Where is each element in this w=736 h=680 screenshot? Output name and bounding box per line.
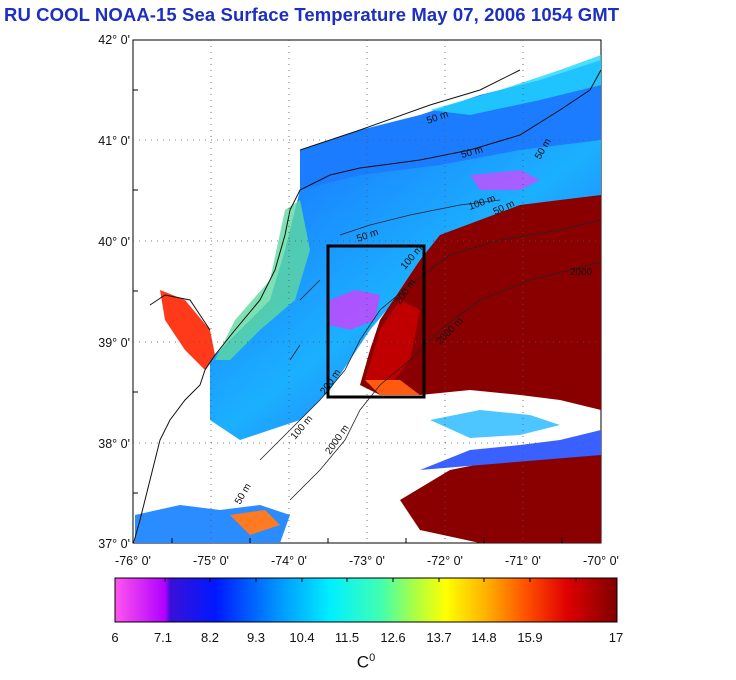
lon-label: -73° 0' (349, 554, 385, 568)
study-box (326, 244, 426, 399)
colorbar-tick-label: 10.4 (289, 630, 315, 645)
lat-label: 41° 0' (98, 134, 130, 148)
colorbar-tick-label: 13.7 (426, 630, 452, 645)
grid (133, 40, 601, 543)
lon-label: -71° 0' (505, 554, 541, 568)
colorbar-tick-label: 11.5 (334, 630, 360, 645)
axis-ticks (133, 89, 563, 543)
colorbar-tick-label: 15.9 (517, 630, 543, 645)
lat-label: 38° 0' (98, 437, 130, 451)
colorbar-tick-label: 12.6 (380, 630, 406, 645)
lon-label: -75° 0' (193, 554, 229, 568)
colorbar (114, 577, 618, 623)
lat-label: 39° 0' (98, 336, 130, 350)
lon-label: -72° 0' (427, 554, 463, 568)
colorbar-unit: C0 (336, 652, 396, 673)
lon-label: -70° 0' (583, 554, 619, 568)
lat-label: 42° 0' (98, 33, 130, 47)
coastline (133, 69, 601, 543)
colorbar-tick-label: 14.8 (471, 630, 497, 645)
lon-label: -76° 0' (115, 554, 151, 568)
colorbar-tick-label: 9.3 (246, 630, 266, 645)
colorbar-tick-label: 8.2 (200, 630, 220, 645)
colorbar-tick-label: 6 (111, 630, 119, 645)
colorbar-tick-label: 7.1 (153, 630, 173, 645)
isobath-200 (259, 219, 601, 461)
warm-water (360, 195, 601, 410)
colorbar-unit-sup: 0 (369, 652, 376, 664)
isobath-50 (289, 199, 501, 361)
colorbar-tick-label: 17 (608, 630, 624, 645)
title: RU COOL NOAA-15 Sea Surface Temperature … (4, 4, 620, 25)
lat-label: 37° 0' (98, 537, 130, 551)
colorbar-unit-letter: C (356, 652, 370, 672)
lon-label: -74° 0' (271, 554, 307, 568)
isobath-2000 (289, 261, 601, 501)
lat-label: 40° 0' (98, 235, 130, 249)
isobath-label: 2000 (570, 267, 593, 278)
